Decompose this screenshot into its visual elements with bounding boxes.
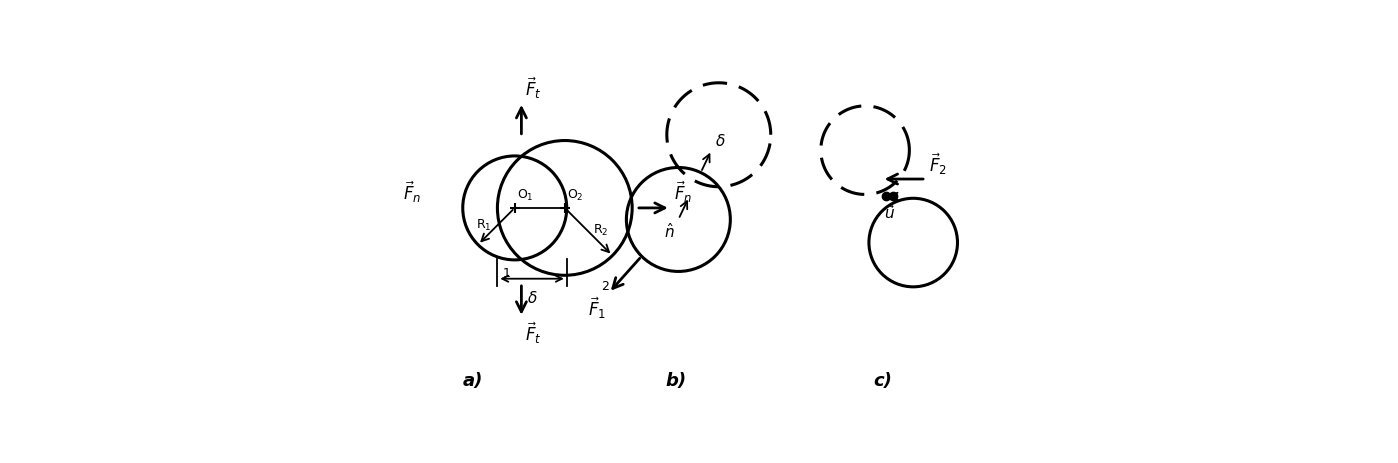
Text: $\vec{F}_n$: $\vec{F}_n$	[403, 179, 421, 205]
Text: b): b)	[665, 371, 686, 389]
Text: c): c)	[872, 371, 892, 389]
Text: 1: 1	[503, 266, 512, 279]
Text: 2: 2	[601, 280, 610, 293]
Text: $\vec{F}_2$: $\vec{F}_2$	[930, 151, 946, 176]
Text: R$_1$: R$_1$	[477, 217, 492, 232]
Text: O$_2$: O$_2$	[566, 188, 583, 203]
Text: $\vec{F}_t$: $\vec{F}_t$	[526, 320, 542, 345]
Text: $\vec{F}_n$: $\vec{F}_n$	[674, 179, 692, 205]
Text: $\delta$: $\delta$	[716, 133, 726, 149]
Text: $\delta$: $\delta$	[527, 290, 537, 306]
Text: $\vec{u}$: $\vec{u}$	[884, 204, 895, 222]
Text: $\hat{n}$: $\hat{n}$	[664, 222, 674, 241]
Text: $\vec{F}_t$: $\vec{F}_t$	[526, 75, 542, 101]
Text: $\vec{F}_1$: $\vec{F}_1$	[587, 295, 605, 320]
Text: O$_1$: O$_1$	[517, 188, 534, 203]
Text: a): a)	[463, 371, 484, 389]
Text: R$_2$: R$_2$	[593, 223, 608, 238]
